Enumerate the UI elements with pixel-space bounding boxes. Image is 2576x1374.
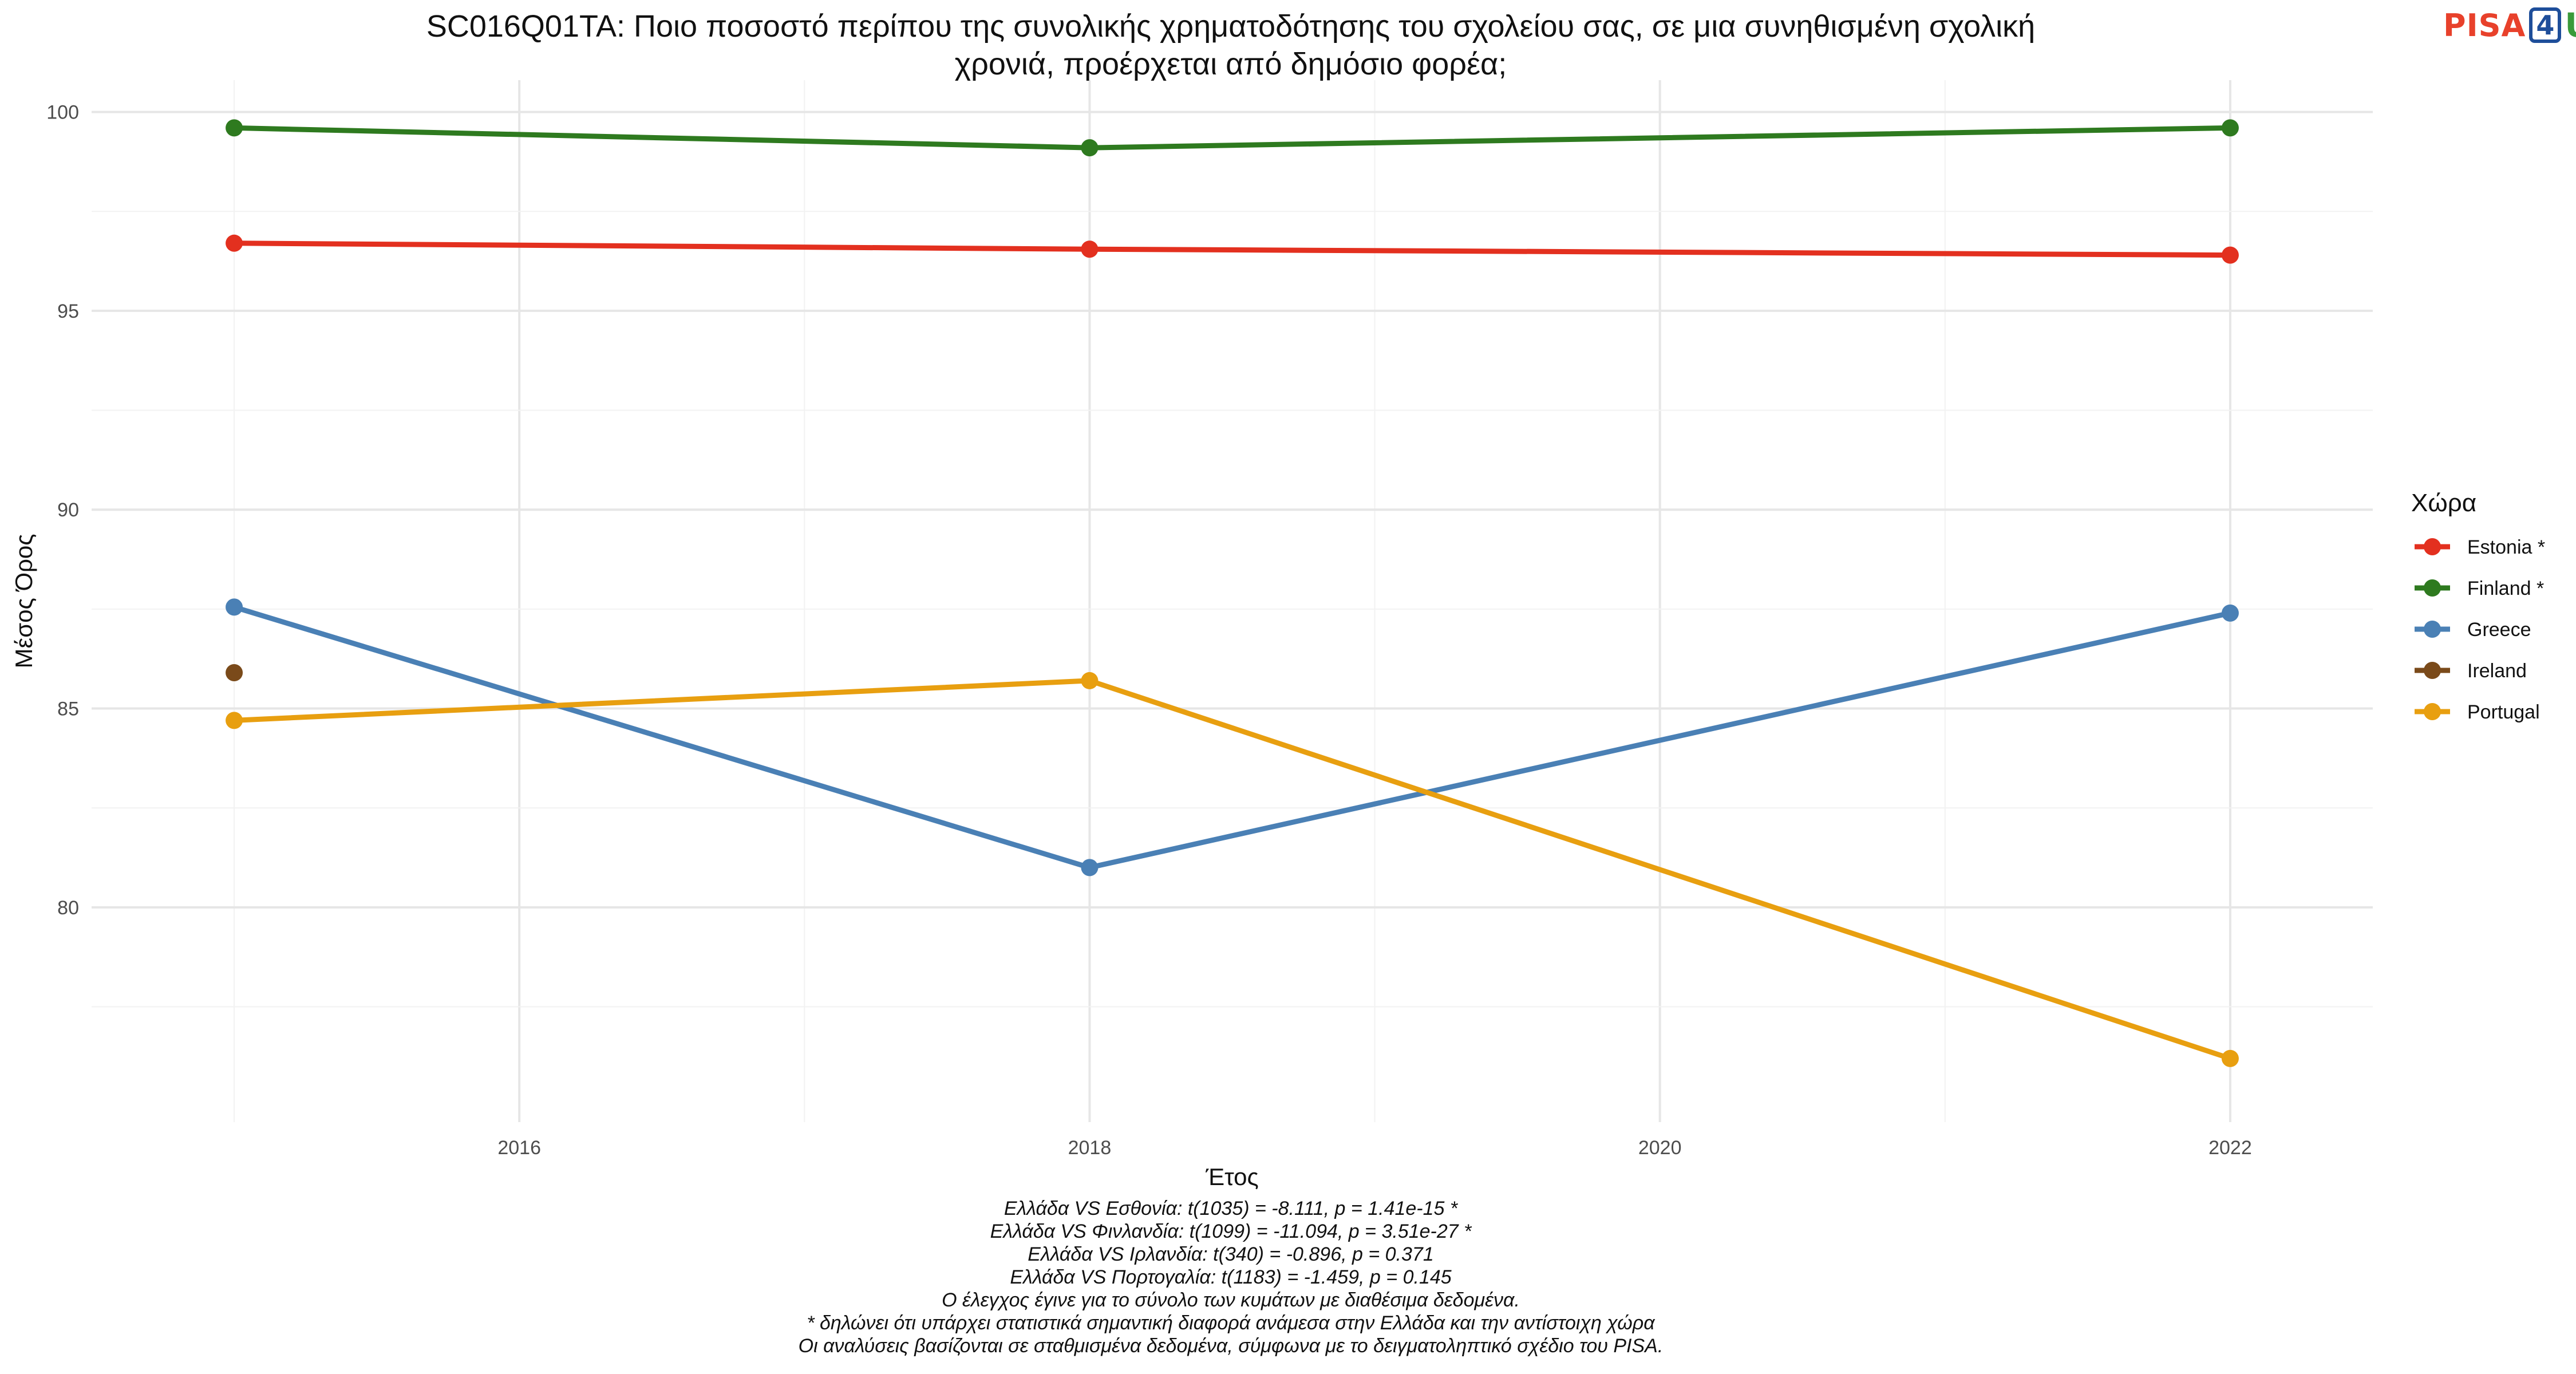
- logo-text-u: U: [2565, 6, 2576, 45]
- data-point: [226, 664, 243, 682]
- legend-key-point: [2424, 621, 2441, 638]
- legend-item: Portugal: [2415, 701, 2540, 723]
- pisa4u-logo: PISA 4 U: [2443, 6, 2576, 45]
- legend-title: Χώρα: [2411, 489, 2476, 517]
- data-point: [2221, 246, 2239, 264]
- caption-line: * δηλώνει ότι υπάρχει στατιστικά σημαντι…: [807, 1312, 1656, 1334]
- series-line: [231, 240, 2233, 258]
- series-greece: [226, 598, 2239, 876]
- logo-text-pisa: PISA: [2443, 7, 2526, 44]
- y-tick-label: 100: [46, 102, 79, 124]
- x-tick-label: 2018: [1068, 1137, 1112, 1159]
- data-point: [2221, 1049, 2239, 1067]
- chart-title-line: SC016Q01TA: Ποιο ποσοστό περίπου της συν…: [426, 9, 2035, 44]
- series-line: [231, 604, 2233, 870]
- axes: 2016 2018 2020 2022 80 85 90 95 100 Έτος Μέσος Όρο…: [10, 102, 2252, 1190]
- y-tick-label: 90: [57, 499, 79, 521]
- legend-label: Portugal: [2467, 701, 2540, 723]
- series-estonia: [226, 234, 2239, 264]
- caption-line: Ο έλεγχος έγινε για το σύνολο των κυμάτω…: [942, 1289, 1520, 1311]
- legend-label: Greece: [2467, 619, 2531, 641]
- y-axis-label: Μέσος Όρος: [10, 534, 37, 669]
- series-ireland: [226, 664, 243, 682]
- caption-line: Ελλάδα VS Εσθονία: t(1035) = -8.111, p =…: [1004, 1198, 1459, 1219]
- legend-key-point: [2424, 579, 2441, 597]
- x-tick-label: 2016: [497, 1137, 541, 1159]
- y-tick-label: 80: [57, 897, 79, 919]
- data-point: [226, 598, 243, 616]
- data-point: [226, 119, 243, 137]
- caption-line: Ελλάδα VS Φινλανδία: t(1099) = -11.094, …: [990, 1221, 1472, 1242]
- legend-item: Finland *: [2415, 578, 2544, 599]
- data-point: [226, 234, 243, 252]
- data-point: [1081, 139, 1099, 157]
- data-point: [2221, 119, 2239, 137]
- series-finland: [226, 119, 2239, 157]
- x-tick-label: 2020: [1638, 1137, 1682, 1159]
- series-portugal: [226, 672, 2239, 1067]
- data-point: [2221, 604, 2239, 622]
- series: [226, 119, 2239, 1067]
- chart-title: SC016Q01TA: Ποιο ποσοστό περίπου της συν…: [426, 9, 2035, 81]
- caption-line: Ελλάδα VS Ιρλανδία: t(340) = -0.896, p =…: [1028, 1243, 1433, 1265]
- grid: [92, 80, 2373, 1122]
- caption-line: Ελλάδα VS Πορτογαλία: t(1183) = -1.459, …: [1010, 1266, 1451, 1288]
- chart-title-line: χρονιά, προέρχεται από δημόσιο φορέα;: [955, 47, 1507, 81]
- legend-key-point: [2424, 662, 2441, 679]
- legend-label: Ireland: [2467, 660, 2527, 682]
- legend: Χώρα Estonia * Finland * Greece Ireland Portu…: [2411, 489, 2545, 723]
- data-point: [226, 712, 243, 729]
- legend-item: Estonia *: [2415, 536, 2545, 558]
- y-tick-label: 95: [57, 301, 79, 322]
- caption: Ελλάδα VS Εσθονία: t(1035) = -8.111, p =…: [799, 1198, 1664, 1357]
- legend-item: Greece: [2415, 619, 2531, 641]
- y-tick-label: 85: [57, 698, 79, 720]
- legend-label: Estonia *: [2467, 536, 2545, 558]
- legend-item: Ireland: [2415, 660, 2527, 682]
- caption-line: Οι αναλύσεις βασίζονται σε σταθμισμένα δ…: [799, 1335, 1664, 1357]
- series-line: [231, 125, 2233, 151]
- legend-key-point: [2424, 538, 2441, 555]
- logo-text-4: 4: [2529, 7, 2562, 43]
- series-line: [231, 678, 2233, 1061]
- legend-key-point: [2424, 703, 2441, 720]
- legend-label: Finland *: [2467, 578, 2544, 599]
- data-point: [1081, 240, 1099, 258]
- data-point: [1081, 672, 1099, 689]
- x-tick-label: 2022: [2208, 1137, 2252, 1159]
- x-axis-label: Έτος: [1205, 1163, 1259, 1190]
- data-point: [1081, 859, 1099, 876]
